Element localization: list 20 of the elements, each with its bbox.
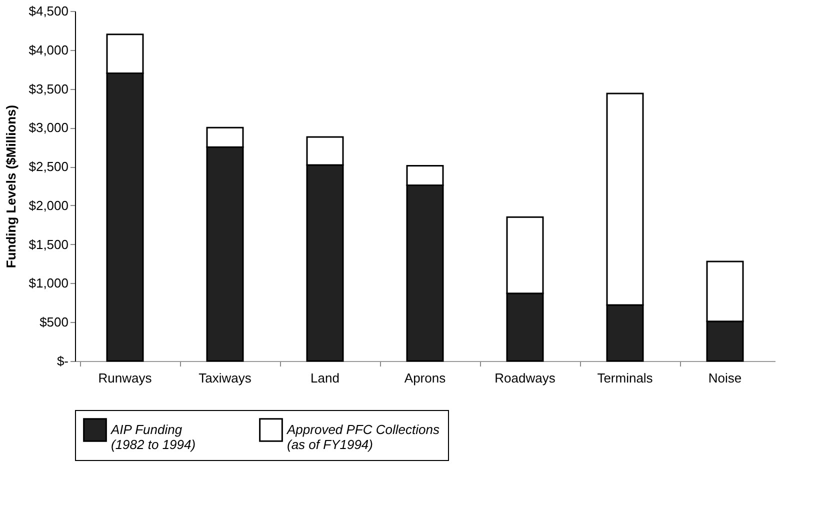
x-tick-label: Aprons — [404, 370, 446, 386]
y-tick-label: $500 — [40, 314, 68, 330]
y-tick-label: $3,500 — [28, 81, 68, 96]
x-tick-label: Noise — [708, 370, 742, 386]
x-tick-label: Roadways — [494, 370, 556, 386]
y-tick-label: $1,000 — [28, 276, 68, 291]
x-tick-label: Runways — [98, 370, 152, 386]
y-tick-label: $- — [56, 354, 68, 368]
legend-label: Approved PFC Collections (as of FY1994) — [286, 422, 440, 452]
y-axis-title: Funding Levels ($Millions) — [4, 104, 19, 268]
x-tick-label: Terminals — [597, 370, 654, 386]
y-tick-label: $4,000 — [28, 42, 68, 58]
y-tick-label: $2,000 — [28, 198, 68, 213]
y-tick-label: $3,000 — [28, 120, 68, 136]
x-tick-label: Taxiways — [198, 370, 252, 386]
y-tick-label: $4,500 — [28, 4, 68, 18]
y-tick-label: $1,500 — [28, 236, 68, 252]
x-tick-label: Land — [310, 370, 340, 386]
legend-label: AIP Funding (1982 to 1994) — [110, 422, 196, 452]
y-tick-label: $2,500 — [28, 159, 68, 174]
